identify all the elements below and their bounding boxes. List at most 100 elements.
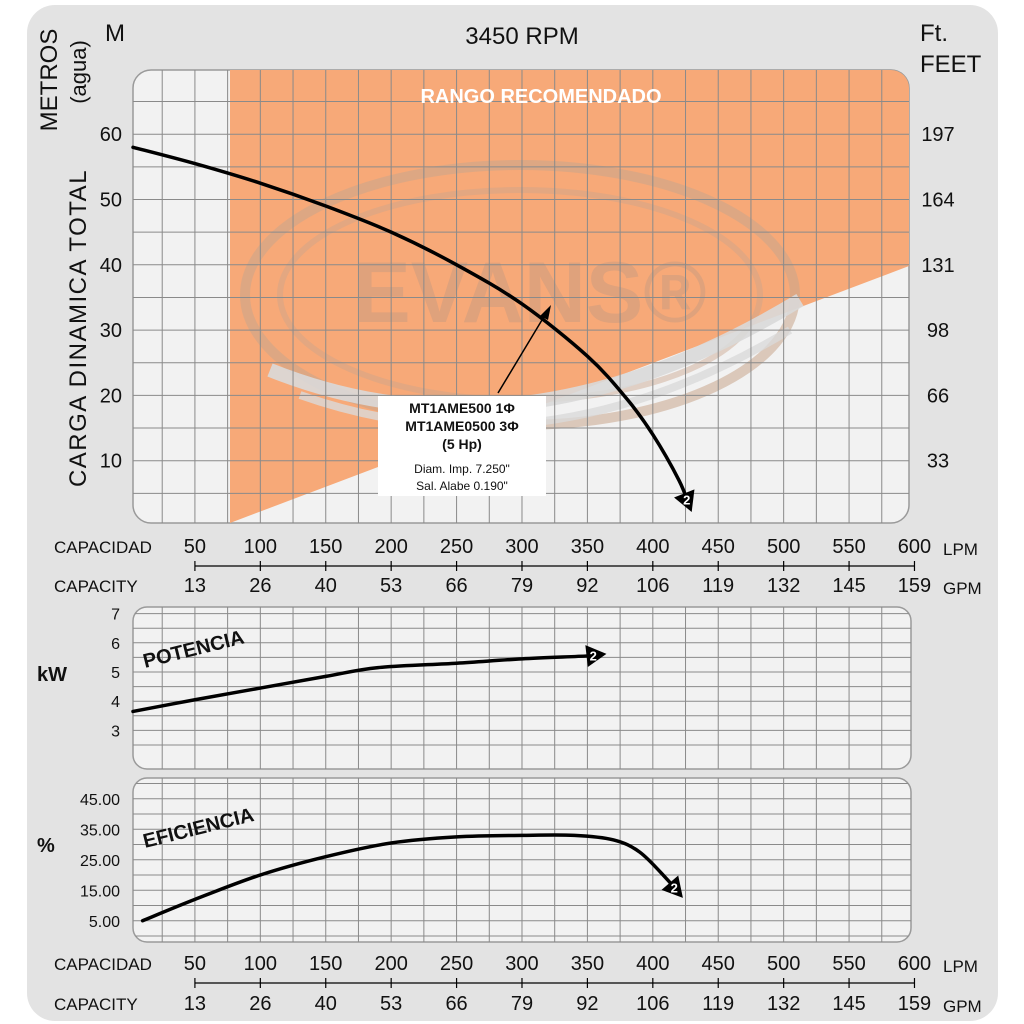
- recommended-range-label: RANGO RECOMENDADO: [420, 86, 661, 108]
- x-tick-gpm: 145: [832, 993, 865, 1015]
- y-tick-kw: 7: [111, 607, 120, 624]
- annotation-line-5: Sal. Alabe 0.190": [416, 479, 508, 493]
- x-tick-lpm: 150: [309, 536, 342, 558]
- x-tick-lpm: 50: [184, 953, 206, 975]
- chart-title: 3450 RPM: [465, 23, 578, 50]
- annotation-line-1: MT1AME500 1Φ: [409, 400, 515, 416]
- watermark-text: EVANS®: [353, 245, 706, 341]
- y-tick-efficiency: 35.00: [80, 822, 120, 839]
- y-tick-feet: 197: [921, 124, 954, 146]
- axis-label-capacidad: CAPACIDAD: [54, 955, 152, 974]
- y-label-agua: (agua): [66, 40, 91, 104]
- capacity-axes: CAPACIDADCAPACITYLPMGPM50131002615040200…: [54, 536, 982, 1016]
- y-tick-meters: 40: [100, 255, 122, 277]
- annotation-pointer: [497, 309, 549, 394]
- x-tick-gpm: 132: [767, 993, 800, 1015]
- axis-unit-lpm: LPM: [943, 957, 978, 976]
- annotation-line-4: Diam. Imp. 7.250": [414, 462, 510, 476]
- x-tick-lpm: 350: [571, 536, 604, 558]
- unit-feet-abbrev: Ft.: [920, 20, 948, 47]
- x-tick-lpm: 350: [571, 953, 604, 975]
- x-tick-gpm: 53: [380, 575, 402, 597]
- x-tick-lpm: 300: [505, 536, 538, 558]
- power-curve-end-marker: [585, 645, 607, 667]
- x-tick-gpm: 159: [898, 993, 931, 1015]
- y-tick-feet: 66: [927, 385, 949, 407]
- x-tick-gpm: 53: [380, 993, 402, 1015]
- x-tick-lpm: 500: [767, 953, 800, 975]
- x-tick-lpm: 550: [832, 536, 865, 558]
- x-tick-lpm: 600: [898, 953, 931, 975]
- x-tick-gpm: 13: [184, 993, 206, 1015]
- y-tick-feet: 131: [921, 255, 954, 277]
- model-annotation: MT1AME500 1Φ MT1AME0500 3Φ (5 Hp) Diam. …: [378, 305, 551, 496]
- y-tick-kw: 5: [111, 665, 120, 682]
- x-tick-gpm: 92: [576, 575, 598, 597]
- x-tick-lpm: 400: [636, 953, 669, 975]
- efficiency-curve-end-label: 2: [671, 881, 678, 896]
- x-tick-lpm: 450: [702, 536, 735, 558]
- x-tick-lpm: 500: [767, 536, 800, 558]
- y-label-percent: %: [37, 835, 55, 857]
- x-tick-gpm: 132: [767, 575, 800, 597]
- x-tick-gpm: 13: [184, 575, 206, 597]
- axis-unit-gpm: GPM: [943, 997, 982, 1016]
- x-tick-gpm: 26: [249, 575, 271, 597]
- x-tick-gpm: 92: [576, 993, 598, 1015]
- x-tick-gpm: 66: [445, 575, 467, 597]
- x-tick-lpm: 250: [440, 953, 473, 975]
- y-tick-feet: 164: [921, 190, 954, 212]
- axis-unit-lpm: LPM: [943, 540, 978, 559]
- y-tick-kw: 3: [111, 723, 120, 740]
- axis-unit-gpm: GPM: [943, 579, 982, 598]
- efficiency-curve: [140, 833, 681, 923]
- x-tick-lpm: 50: [184, 536, 206, 558]
- x-tick-gpm: 66: [445, 993, 467, 1015]
- y-tick-efficiency: 45.00: [80, 792, 120, 809]
- power-curve: [131, 652, 603, 714]
- unit-feet: FEET: [920, 51, 982, 78]
- y-tick-feet: 33: [927, 451, 949, 473]
- x-tick-lpm: 150: [309, 953, 342, 975]
- y-tick-meters: 60: [100, 124, 122, 146]
- x-tick-gpm: 79: [511, 575, 533, 597]
- tick-labels: 10 20 30 40 50 60 33 66 98 131 164 197 3 4 5 6 7 5.00 15.0…: [80, 124, 955, 931]
- x-tick-gpm: 119: [702, 993, 734, 1015]
- y-label-metros: METROS: [36, 29, 63, 132]
- x-tick-gpm: 159: [898, 575, 931, 597]
- x-tick-gpm: 106: [636, 993, 669, 1015]
- head-curve-end-label: 2: [683, 493, 690, 508]
- head-curve-end-marker: [674, 489, 695, 512]
- x-tick-gpm: 79: [511, 993, 533, 1015]
- annotation-line-3: (5 Hp): [442, 436, 482, 452]
- y-label-carga: CARGA DINAMICA TOTAL: [65, 169, 92, 487]
- y-tick-meters: 50: [100, 190, 122, 212]
- curves-layer: 2 2 2: [131, 145, 695, 923]
- y-tick-feet: 98: [927, 320, 949, 342]
- annotation-line-2: MT1AME0500 3Φ: [405, 418, 519, 434]
- x-tick-lpm: 250: [440, 536, 473, 558]
- y-tick-efficiency: 5.00: [89, 914, 120, 931]
- x-tick-gpm: 119: [702, 575, 734, 597]
- annotation-arrowhead: [540, 305, 551, 320]
- x-tick-lpm: 400: [636, 536, 669, 558]
- x-tick-lpm: 600: [898, 536, 931, 558]
- x-tick-gpm: 40: [315, 993, 337, 1015]
- axis-label-capacity: CAPACITY: [54, 995, 138, 1014]
- axis-label-capacity: CAPACITY: [54, 577, 138, 596]
- x-tick-lpm: 450: [702, 953, 735, 975]
- y-tick-efficiency: 25.00: [80, 853, 120, 870]
- power-grid: [133, 607, 911, 769]
- x-tick-lpm: 550: [832, 953, 865, 975]
- y-tick-meters: 10: [100, 451, 122, 473]
- x-tick-gpm: 26: [249, 993, 271, 1015]
- axis-label-capacidad: CAPACIDAD: [54, 538, 152, 557]
- x-tick-lpm: 300: [505, 953, 538, 975]
- unit-meters: M: [105, 20, 125, 47]
- power-curve-end-label: 2: [590, 648, 597, 663]
- head-curve: [131, 145, 692, 509]
- x-tick-gpm: 145: [832, 575, 865, 597]
- annotation-box: [378, 396, 546, 496]
- x-tick-gpm: 40: [315, 575, 337, 597]
